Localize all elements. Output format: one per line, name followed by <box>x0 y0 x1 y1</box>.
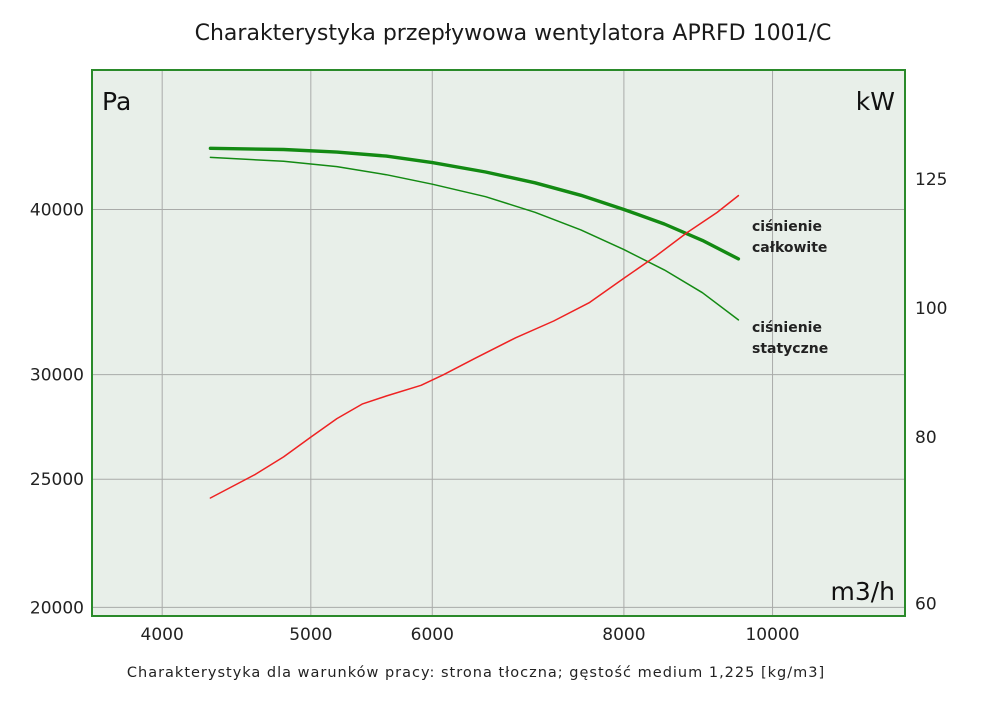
plot-area <box>92 70 905 616</box>
y-right-tick-label: 125 <box>915 170 947 190</box>
chart-title: Charakterystyka przepływowa wentylatora … <box>195 21 832 46</box>
y-left-tick-label: 40000 <box>30 200 84 220</box>
tick-labels: 4000 5000 6000 8000 10000 20000 25000 30000 4000… <box>30 170 948 645</box>
y-right-tick-label: 60 <box>915 594 937 614</box>
x-tick-label: 8000 <box>602 625 645 645</box>
y-right-tick-label: 80 <box>915 428 937 448</box>
total-pressure-line <box>208 146 741 261</box>
static-pressure-line <box>209 156 740 321</box>
series-labels: ciśnienie całkowite ciśnienie statyczne <box>752 219 828 357</box>
total-pressure-line-label: ciśnienie całkowite <box>752 219 827 256</box>
x-tick-label: 6000 <box>411 625 454 645</box>
series-layer <box>208 146 741 499</box>
y-left-tick-label: 20000 <box>30 598 84 618</box>
x-unit: m3/h <box>830 577 895 606</box>
y-left-tick-label: 25000 <box>30 470 84 490</box>
y-left-unit: Pa <box>102 87 131 116</box>
x-tick-label: 10000 <box>745 625 799 645</box>
plot-frame <box>91 69 906 617</box>
x-tick-label: 4000 <box>141 625 184 645</box>
y-left-tick-label: 30000 <box>30 366 84 386</box>
y-right-tick-label: 100 <box>915 299 947 319</box>
chart-footnote: Charakterystyka dla warunków pracy: stro… <box>127 665 825 681</box>
x-tick-label: 5000 <box>289 625 332 645</box>
power-line <box>209 194 740 499</box>
static-pressure-line-label: ciśnienie statyczne <box>752 320 828 357</box>
y-right-unit: kW <box>856 87 895 116</box>
